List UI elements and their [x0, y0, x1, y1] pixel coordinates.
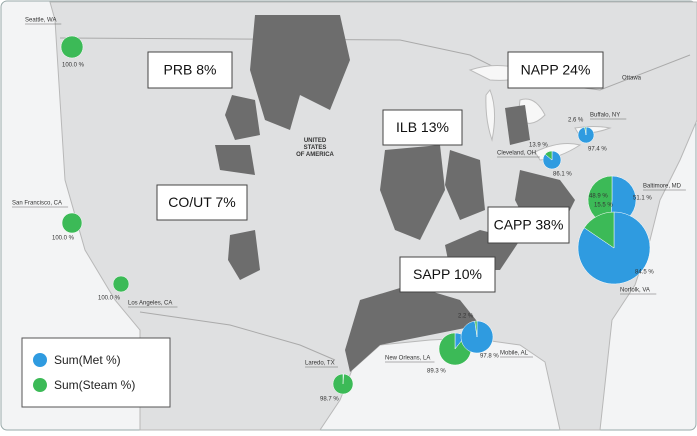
value-label: 84.5 %: [635, 270, 654, 276]
region-box: [487, 206, 570, 244]
label-line: STATES: [304, 145, 327, 151]
city-label: Los Angeles, CA: [128, 301, 172, 307]
city-label: San Francisco, CA: [12, 201, 62, 207]
label-line: UNITED: [304, 138, 327, 144]
region-label: CAPP 38%: [494, 217, 564, 233]
city-label: Seattle, WA: [25, 18, 56, 24]
value-label: 2.6 %: [568, 118, 584, 124]
legend-swatch: [33, 353, 47, 367]
region-label: NAPP 24%: [521, 62, 591, 78]
region-box: [382, 109, 463, 146]
region-label: CO/UT 7%: [168, 194, 235, 210]
pie-slice: [474, 320, 478, 338]
legend-swatch: [33, 378, 47, 392]
pie-slice: [112, 275, 130, 293]
city-label: Buffalo, NY: [590, 113, 620, 119]
city-label: Cleveland, OH: [497, 151, 536, 157]
border: [139, 311, 336, 361]
label-line: OF AMERICA: [296, 152, 334, 158]
city-label: New Orleans, LA: [385, 356, 430, 362]
region-label: SAPP 10%: [413, 266, 482, 282]
value-label: 13.9 %: [529, 143, 548, 149]
place-label: Ottawa: [622, 76, 642, 82]
pie-slice: [60, 35, 84, 59]
country-label: UNITED STATES OF AMERICA: [296, 138, 334, 158]
pie-slice: [583, 211, 615, 249]
value-label: 89.3 %: [427, 369, 446, 375]
value-label: 100.0 %: [52, 236, 75, 242]
city-label: Baltimore, MD: [643, 184, 682, 190]
region-box: [399, 256, 496, 293]
value-label: 100.0 %: [62, 63, 85, 69]
coal-basins: [215, 15, 575, 372]
value-label: 51.1 %: [633, 196, 652, 202]
legend-label: Sum(Met %): [54, 353, 121, 367]
region-label: ILB 13%: [396, 119, 449, 135]
value-label: 98.7 %: [320, 397, 339, 403]
city-label: Norfolk, VA: [620, 288, 650, 294]
value-label: 97.8 %: [480, 354, 499, 360]
region-box: [147, 51, 233, 89]
region-box: [507, 51, 604, 89]
pie-slice: [584, 126, 587, 136]
city-label: Mobile, AL: [500, 351, 529, 357]
value-label: 97.4 %: [588, 147, 607, 153]
region-box: [156, 184, 248, 221]
pie-slice: [332, 373, 354, 395]
pie-slice: [61, 212, 83, 234]
region-label: PRB 8%: [164, 62, 217, 78]
value-label: 2.2 %: [458, 314, 474, 320]
legend-label: Sum(Steam %): [54, 378, 135, 392]
value-label: 15.5 %: [594, 203, 613, 209]
pie-slice: [544, 150, 553, 161]
value-label: 100.0 %: [98, 296, 121, 302]
city-label: Laredo, TX: [305, 361, 335, 367]
legend-box: [21, 337, 171, 408]
value-label: 86.1 %: [553, 172, 572, 178]
value-label: 48.9 %: [589, 194, 608, 200]
